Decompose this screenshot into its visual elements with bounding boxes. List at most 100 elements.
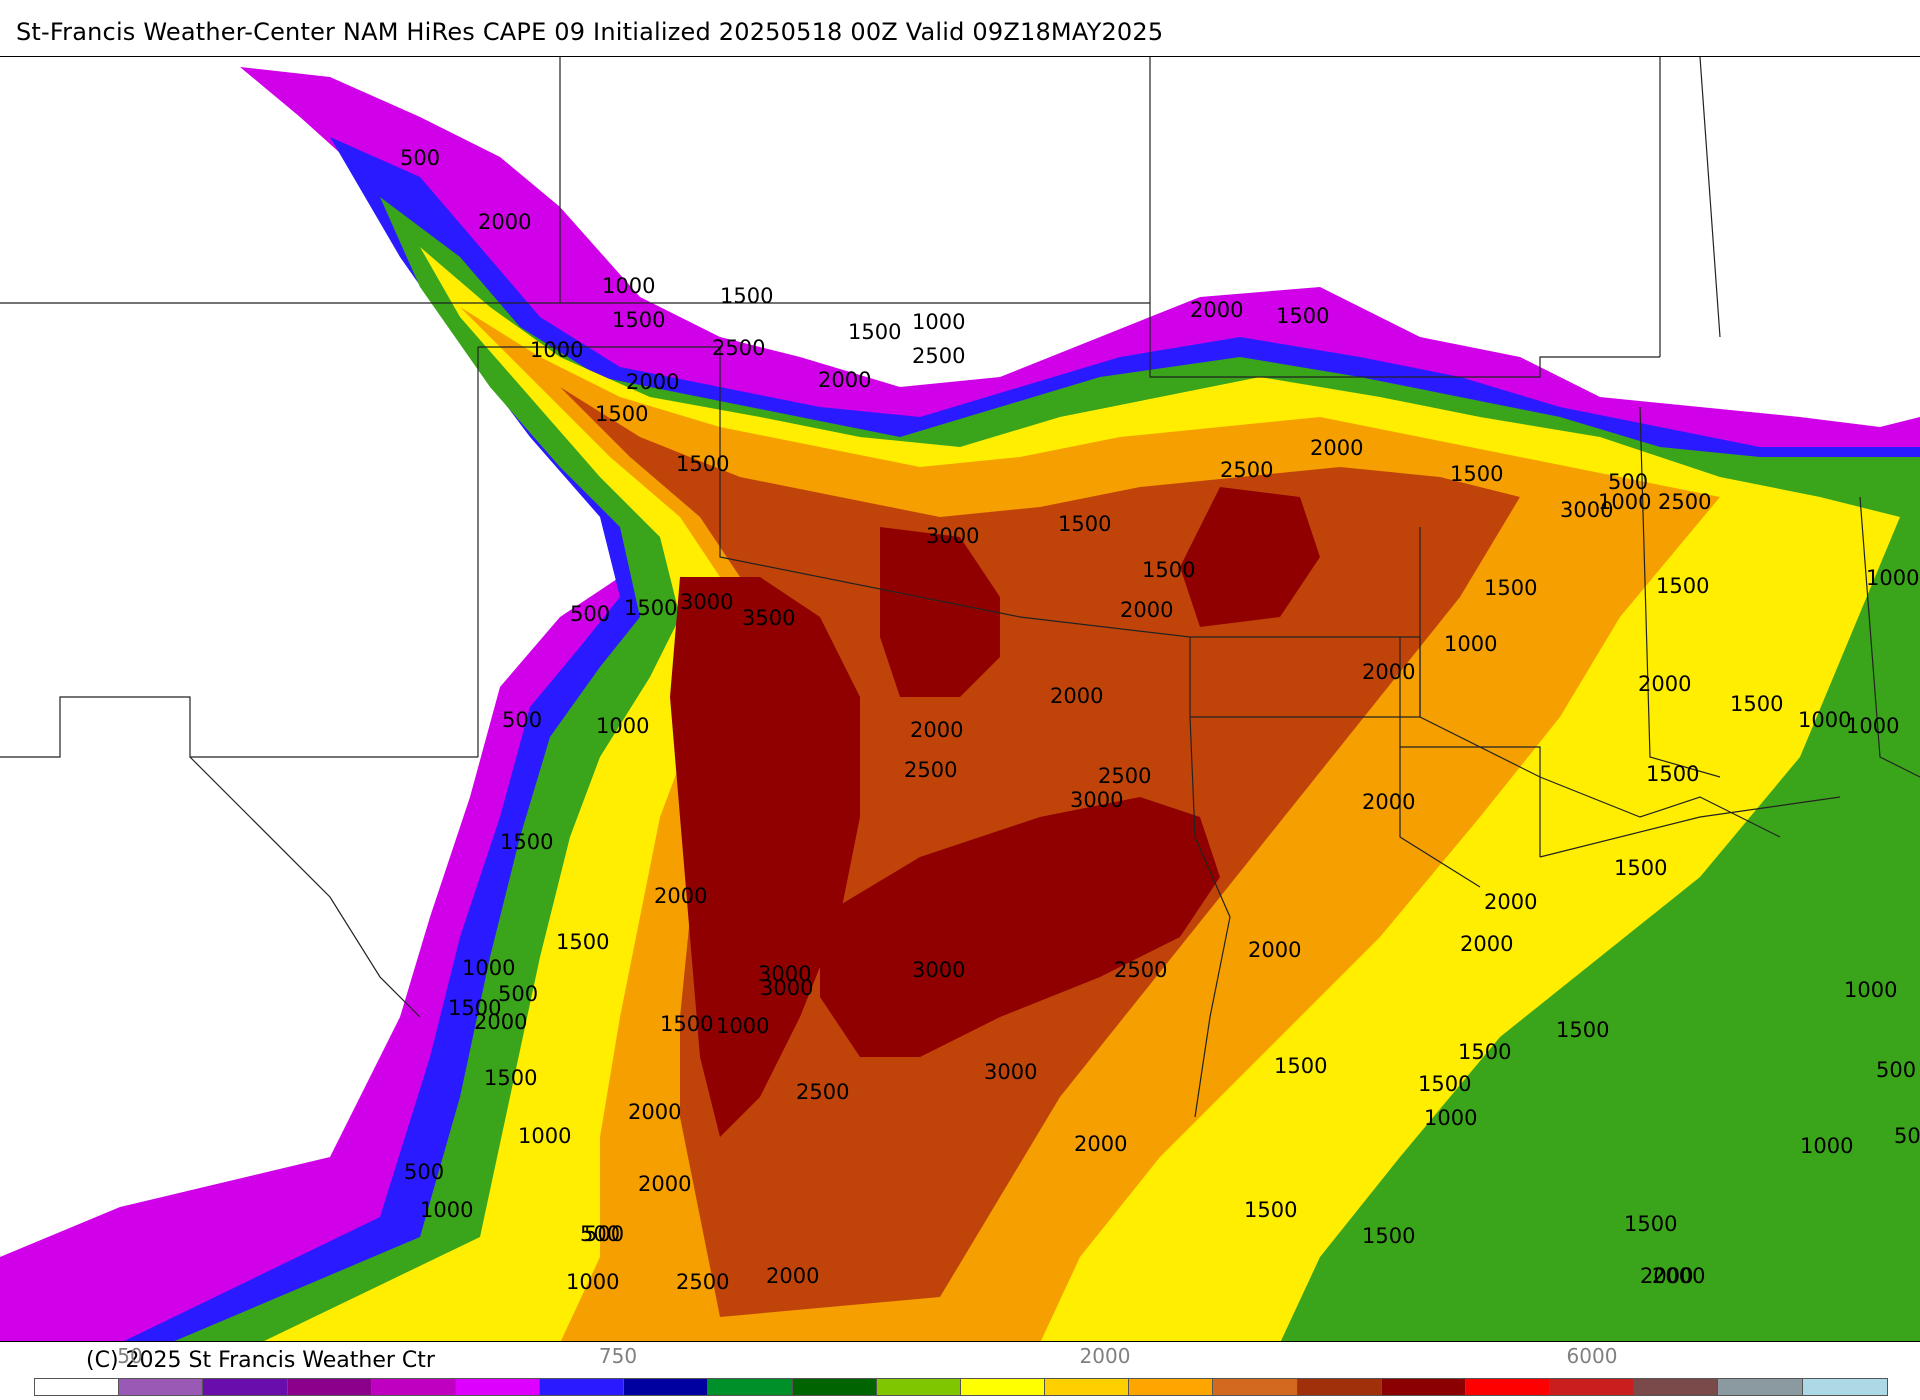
contour-label: 2000 (910, 718, 963, 742)
contour-label: 2000 (1120, 598, 1173, 622)
cape-map: 500 2000 1000 1500 1000 2000 1500 1500 2… (0, 56, 1920, 1342)
contour-label: 1500 (848, 320, 901, 344)
cape-map-svg: 500 2000 1000 1500 1000 2000 1500 1500 2… (0, 57, 1920, 1341)
colorbar-cell (624, 1379, 709, 1395)
boundary-line (189, 756, 421, 1018)
boundaries (0, 57, 1920, 1118)
boundary-line (1539, 796, 1841, 858)
contour-label: 500 (1608, 470, 1648, 494)
boundary-line (1419, 527, 1781, 838)
contour-label: 1000 (462, 956, 515, 980)
contour-label: 500 (584, 1222, 624, 1246)
boundary-line (1189, 716, 1231, 1118)
colorbar-tick-label: 2000 (1079, 1344, 1131, 1368)
contour-label: 1500 (720, 284, 773, 308)
colorbar-tick-label: 6000 (1566, 1344, 1618, 1368)
cape-band-darkred-3 (820, 797, 1220, 1057)
contour-label: 1000 (518, 1124, 571, 1148)
contour-label: 1000 (566, 1270, 619, 1294)
contour-label: 2000 (1640, 1264, 1693, 1288)
contour-label: 2000 (1362, 660, 1415, 684)
boundary-line (1400, 746, 1541, 857)
colorbar-cell (1465, 1379, 1551, 1395)
contour-label: 1000 (1444, 632, 1497, 656)
contour-label: 2500 (1098, 764, 1151, 788)
colorbar-cell (1045, 1379, 1130, 1395)
contour-label: 3000 (758, 962, 811, 986)
contour-label: 1500 (1484, 576, 1537, 600)
contour-label: 1000 (420, 1198, 473, 1222)
contour-label: 1500 (1142, 558, 1195, 582)
contour-label: 2500 (676, 1270, 729, 1294)
contour-label: 1000 (912, 310, 965, 334)
contour-label: 2000 (628, 1100, 681, 1124)
contour-label: 2500 (712, 336, 765, 360)
contour-label: 1500 (556, 930, 609, 954)
contour-label: 1000 (530, 338, 583, 362)
contour-label: 3000 (984, 1060, 1037, 1084)
cape-band-darkred-2 (880, 527, 1000, 697)
contour-label: 1500 (1276, 304, 1329, 328)
boundary-line (1699, 57, 1721, 338)
contour-label: 2000 (1248, 938, 1301, 962)
contour-label: 1500 (1418, 1072, 1471, 1096)
cape-band-darkred (670, 577, 860, 1137)
colorbar-cell (540, 1379, 625, 1395)
contour-label: 500 (1894, 1124, 1920, 1148)
contour-label: 3000 (1560, 498, 1613, 522)
colorbar-cell (1213, 1379, 1298, 1395)
contour-label: 3000 (912, 958, 965, 982)
contour-label: 3000 (926, 524, 979, 548)
contour-label: 1500 (448, 996, 501, 1020)
contour-label: 3000 (680, 590, 733, 614)
contour-label: 2000 (474, 1010, 527, 1034)
colorbar-cell (203, 1379, 288, 1395)
contour-label: 2000 (626, 370, 679, 394)
contour-label: 2000 (1460, 932, 1513, 956)
contour-label: 2500 (904, 758, 957, 782)
contour-label: 3000 (1070, 788, 1123, 812)
contour-label: 1000 (1598, 490, 1651, 514)
contour-label: 1500 (1450, 462, 1503, 486)
contour-label: 500 (404, 1160, 444, 1184)
contour-label: 2500 (1114, 958, 1167, 982)
contour-label: 1500 (595, 402, 648, 426)
contour-label: 1500 (660, 1012, 713, 1036)
contour-label: 2500 (796, 1080, 849, 1104)
contour-label: 1500 (624, 596, 677, 620)
contour-label: 1500 (1556, 1018, 1609, 1042)
boundary-line (1399, 637, 1481, 888)
contour-label: 2500 (1658, 490, 1711, 514)
colorbar-cell (876, 1379, 961, 1395)
contour-label: 500 (498, 982, 538, 1006)
contour-label: 2000 (1050, 684, 1103, 708)
colorbar-cell (1718, 1379, 1803, 1395)
colorbar-cell (1297, 1379, 1382, 1395)
contour-label: 1500 (1614, 856, 1667, 880)
contour-label: 1500 (1656, 574, 1709, 598)
contour-label: 2000 (1310, 436, 1363, 460)
contour-label: 2500 (912, 344, 965, 368)
contour-label: 1500 (1458, 1040, 1511, 1064)
contour-label: 2000 (766, 1264, 819, 1288)
contour-label: 2000 (1484, 890, 1537, 914)
contour-label: 1500 (1058, 512, 1111, 536)
contour-label: 500 (400, 146, 440, 170)
colorbar-tick-label: 50 (117, 1344, 143, 1368)
colorbar-tick-label: 750 (598, 1344, 638, 1368)
colorbar (34, 1378, 1888, 1396)
contour-label: 1000 (602, 274, 655, 298)
contour-label: 1000 (1844, 978, 1897, 1002)
colorbar-cell (960, 1379, 1046, 1395)
contour-label: 2000 (478, 210, 531, 234)
colorbar-cell (119, 1379, 204, 1395)
contour-label: 500 (580, 1222, 620, 1246)
cape-band-darkred-4 (1180, 487, 1320, 627)
contour-label: 1000 (1798, 708, 1851, 732)
contour-label: 2000 (818, 368, 871, 392)
contour-label: 1000 (1866, 566, 1919, 590)
boundary-line (0, 696, 478, 758)
cape-fill-layers (0, 67, 1920, 1341)
contour-label: 1500 (1244, 1198, 1297, 1222)
map-title: St-Francis Weather-Center NAM HiRes CAPE… (16, 18, 1164, 46)
